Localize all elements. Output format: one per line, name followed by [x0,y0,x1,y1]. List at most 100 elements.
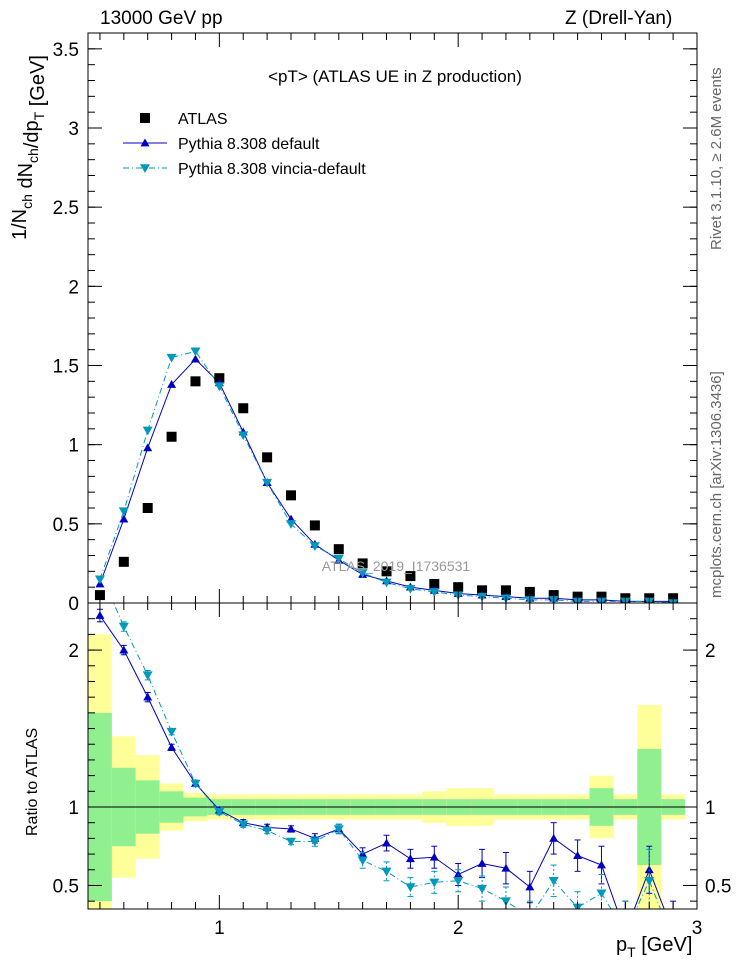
atlas-point [166,431,177,442]
legend-label-default: Pythia 8.308 default [178,136,320,153]
ratio-point-vincia [429,878,440,888]
top-point-vincia [357,569,368,578]
ratio-point-default [644,865,654,874]
ratio-point-default [382,838,392,847]
top-y-axis-label: 1/Nch dNch/dpT [GeV] [9,55,49,240]
x-label-part: [GeV] [636,934,693,956]
ratio-frame [87,602,698,910]
ratio-point-default [119,645,129,654]
atlas-point [357,558,368,569]
ratio-point-default [596,860,606,869]
ratio-point-vincia [405,883,416,893]
ratio-point-default [573,851,583,860]
top-y-tick-label: 3.5 [53,40,79,61]
atlas-point [309,520,320,531]
ratio-point-vincia [644,877,655,886]
ratio-point-vincia [190,779,201,789]
top-point-vincia [118,507,129,517]
ratio-y-axis-label: Ratio to ATLAS [24,728,41,836]
top-point-vincia [309,542,320,551]
ratio-series [95,603,677,922]
ratio-point-vincia [548,877,559,886]
ratio-point-vincia [286,837,296,847]
top-point-vincia [381,578,392,588]
ratio-point-vincia [214,807,225,817]
top-point-vincia [429,588,440,597]
top-y-tick-label: 0.5 [53,515,79,536]
legend-marker-default [140,138,150,147]
top-point-default [143,443,153,452]
legend-label-vincia: Pythia 8.308 vincia-default [178,161,366,178]
top-point-vincia [214,382,225,392]
ratio-point-default [286,824,296,833]
top-y-tick-label: 2 [68,277,79,298]
ratio-y-tick-label-right: 2 [705,641,716,662]
top-point-vincia [262,478,273,488]
ratio-y-tick-label: 0.5 [53,876,79,897]
ratio-y-tick-label: 1 [68,798,79,819]
ratio-point-vincia [262,826,273,836]
ratio-point-default [477,858,487,867]
y-label-part: ch [19,194,35,209]
legend-label-atlas: ATLAS [178,111,228,128]
top-point-default [167,380,177,388]
ratio-point-vincia [453,877,464,886]
ratio-y-tick-label: 2 [68,641,79,662]
ratio-point-vincia [381,867,392,877]
x-axis-label: pT [GeV] [616,934,692,960]
top-y-tick-label: 1 [68,436,79,457]
atlas-point [94,590,105,601]
ratio-point-vincia [525,913,535,922]
ratio-point-vincia [309,837,320,847]
top-point-vincia [166,353,177,363]
ratio-point-vincia [596,889,607,899]
top-y-tick-label: 0 [68,594,79,615]
y-label-part: [GeV] [27,55,49,112]
ratio-point-vincia [166,727,177,737]
ratio-point-vincia [142,671,153,681]
mcplots-label: mcplots.cern.ch [arXiv:1306.3436] [708,371,725,598]
atlas-point [238,403,249,414]
top-point-default [190,354,200,363]
ratio-point-default [143,692,153,701]
top-y-tick-label: 2.5 [53,198,79,219]
top-y-tick-label: 3 [68,119,79,140]
x-tick-label: 2 [453,918,464,939]
atlas-point [190,376,201,387]
y-label-part: /dp [21,120,43,148]
atlas-point [477,585,488,596]
watermark-label: ATLAS_2019_I1736531 [322,558,471,574]
top-point-vincia [190,347,201,357]
legend-marker-vincia [140,164,150,173]
top-point-vincia [238,431,249,441]
ratio-line-vincia [113,603,662,909]
ratio-point-default [95,611,105,619]
ratio-line-default [99,615,665,909]
atlas-point [142,503,153,513]
atlas-point [524,586,535,597]
x-tick-label: 1 [214,918,225,939]
atlas-point [118,556,129,567]
atlas-point [286,490,296,501]
atlas-point [333,544,344,555]
ratio-point-vincia [500,897,511,907]
x-label-part: T [627,944,636,960]
ratio-point-vincia [238,820,249,830]
rivet-label: Rivet 3.1.10, ≥ 2.6M events [708,67,725,251]
top-point-vincia [286,520,296,529]
y-label-part: 1/N [9,209,31,240]
ratio-point-default [405,854,415,863]
ratio-point-vincia [118,622,129,632]
atlas-point [500,585,511,596]
top-y-tick-label: 1.5 [53,357,79,378]
ratio-point-default [549,833,559,842]
atlas-point [262,452,273,463]
process-label: Z (Drell-Yan) [565,8,673,29]
ratio-point-default [525,882,535,891]
ratio-point-default [167,742,177,751]
ratio-bands [88,634,686,909]
top-point-vincia [94,575,105,585]
ratio-point-default [501,863,511,872]
atlas-point [453,582,464,593]
